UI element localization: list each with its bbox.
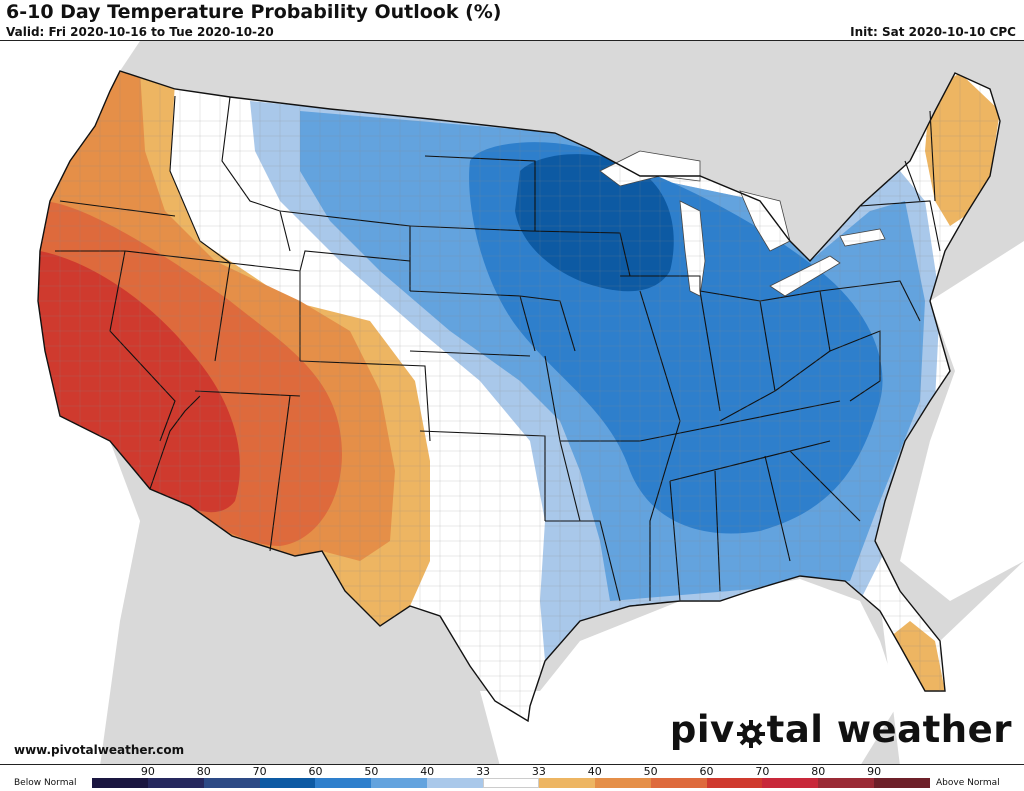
legend-tick-label: 40	[587, 765, 602, 778]
legend-swatch	[371, 778, 428, 788]
pivotal-weather-logo: piv tal weather	[670, 708, 1012, 751]
color-legend: Below Normal Above Normal 90 80 70 60 50 40 33…	[0, 765, 1024, 791]
legend-swatch	[762, 778, 819, 788]
legend-swatch	[594, 778, 652, 788]
init-time: Init: Sat 2020-10-10 CPC	[850, 25, 1016, 39]
pacific-ocean	[0, 41, 140, 764]
legend-tick-label: 50	[364, 765, 379, 778]
new-england-above-normal-region	[925, 73, 1000, 226]
legend-swatch	[818, 778, 875, 788]
website-url: www.pivotalweather.com	[14, 743, 185, 757]
legend-swatch	[706, 778, 763, 788]
legend-below-normal-label: Below Normal	[14, 778, 77, 788]
legend-tick-label: 60	[699, 765, 714, 778]
legend-tick-label: 70	[252, 765, 267, 778]
legend-tick-label: 90	[140, 765, 155, 778]
legend-tick-label: 90	[867, 765, 882, 778]
legend-tick-label: 33	[476, 765, 491, 778]
legend-swatch	[259, 778, 316, 788]
brand-text-start: piv	[669, 708, 735, 751]
atlantic-ocean	[880, 561, 1024, 764]
legend-swatch	[427, 778, 484, 788]
header: 6-10 Day Temperature Probability Outlook…	[0, 0, 1024, 40]
legend-tick-label: 80	[811, 765, 826, 778]
legend-tick-label: 40	[420, 765, 435, 778]
legend-tick-label: 50	[643, 765, 658, 778]
brand-text-end: tal weather	[766, 708, 1012, 751]
map-area	[0, 40, 1024, 765]
legend-swatch	[315, 778, 372, 788]
legend-swatch	[147, 778, 205, 788]
legend-swatch	[874, 778, 931, 788]
legend-tick-label: 60	[308, 765, 323, 778]
legend-swatch	[483, 778, 540, 788]
legend-tick-label: 33	[531, 765, 546, 778]
gear-icon	[736, 715, 766, 748]
gulf-of-mexico	[480, 579, 900, 764]
legend-tick-label: 70	[755, 765, 770, 778]
legend-swatch	[203, 778, 261, 788]
valid-period: Valid: Fri 2020-10-16 to Tue 2020-10-20	[6, 25, 274, 39]
forecast-map	[0, 41, 1024, 764]
atlantic-ocean-north	[900, 241, 1024, 601]
legend-tick-label: 80	[196, 765, 211, 778]
legend-swatch	[650, 778, 708, 788]
legend-above-normal-label: Above Normal	[936, 778, 1000, 788]
legend-swatch	[538, 778, 596, 788]
lake-ontario	[839, 228, 886, 247]
below-normal-60-70-region	[515, 154, 674, 292]
map-title: 6-10 Day Temperature Probability Outlook…	[6, 1, 502, 23]
legend-swatch	[92, 778, 149, 788]
above-normal-60-70-region	[38, 251, 240, 513]
